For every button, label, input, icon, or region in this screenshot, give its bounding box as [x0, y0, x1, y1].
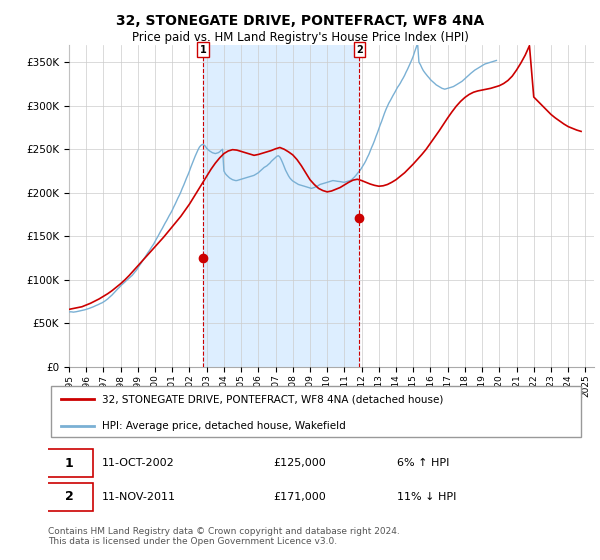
Text: £125,000: £125,000 — [274, 459, 326, 468]
Text: 1: 1 — [65, 457, 73, 470]
Bar — [203, 45, 359, 367]
Text: £171,000: £171,000 — [274, 492, 326, 502]
Text: 11-OCT-2002: 11-OCT-2002 — [102, 459, 175, 468]
FancyBboxPatch shape — [46, 449, 92, 477]
Text: 2: 2 — [65, 491, 73, 503]
FancyBboxPatch shape — [46, 483, 92, 511]
Text: 32, STONEGATE DRIVE, PONTEFRACT, WF8 4NA (detached house): 32, STONEGATE DRIVE, PONTEFRACT, WF8 4NA… — [102, 394, 443, 404]
Text: 6% ↑ HPI: 6% ↑ HPI — [397, 459, 449, 468]
Text: HPI: Average price, detached house, Wakefield: HPI: Average price, detached house, Wake… — [102, 421, 346, 431]
FancyBboxPatch shape — [50, 386, 581, 437]
Text: Contains HM Land Registry data © Crown copyright and database right 2024.
This d: Contains HM Land Registry data © Crown c… — [48, 526, 400, 546]
Text: 32, STONEGATE DRIVE, PONTEFRACT, WF8 4NA: 32, STONEGATE DRIVE, PONTEFRACT, WF8 4NA — [116, 14, 484, 28]
Text: Price paid vs. HM Land Registry's House Price Index (HPI): Price paid vs. HM Land Registry's House … — [131, 31, 469, 44]
Text: 1: 1 — [200, 45, 206, 55]
Text: 2: 2 — [356, 45, 363, 55]
Text: 11-NOV-2011: 11-NOV-2011 — [102, 492, 176, 502]
Text: 11% ↓ HPI: 11% ↓ HPI — [397, 492, 457, 502]
